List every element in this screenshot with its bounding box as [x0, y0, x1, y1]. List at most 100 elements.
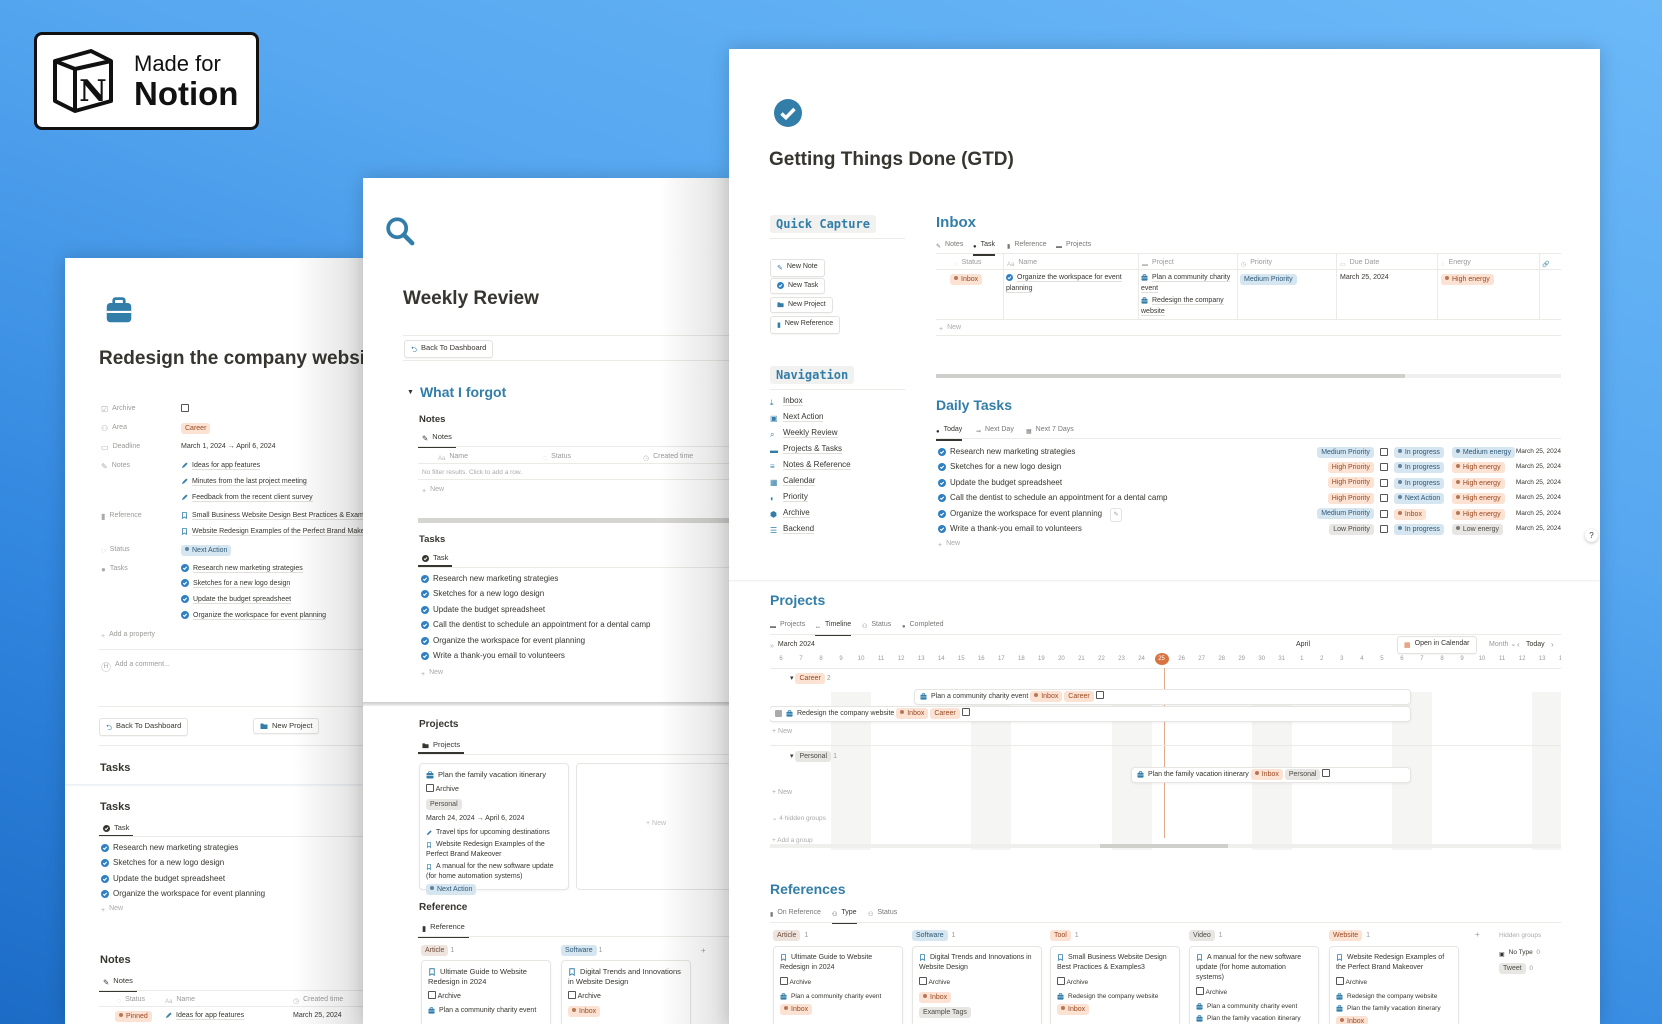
empty-state[interactable]: No filter results. Click to add a row.: [422, 467, 522, 479]
hidden-groups-toggle[interactable]: ⌄ 4 hidden groups: [772, 815, 826, 822]
nav-item[interactable]: ☰ Backend: [770, 523, 815, 537]
quick-capture-button[interactable]: ▮ New Reference: [770, 316, 841, 334]
checkbox[interactable]: [1196, 987, 1204, 995]
quick-capture-button[interactable]: New Project: [770, 297, 833, 313]
nav-item[interactable]: ▦ Calendar: [770, 475, 816, 489]
new-daily-button[interactable]: + New: [938, 538, 960, 552]
timeline-bar[interactable]: Redesign the company website Inbox Caree…: [770, 706, 1411, 722]
timeline-scale-select[interactable]: Month ⌄: [1489, 641, 1517, 648]
nav-item[interactable]: ⬢ Archive: [770, 507, 810, 521]
daily-task-row[interactable]: Update the budget spreadsheet: [938, 477, 1062, 489]
checkbox[interactable]: [961, 708, 970, 716]
hidden-group[interactable]: ▣ No Type 0: [1499, 947, 1540, 961]
tab-timeline[interactable]: ↔ Timeline: [815, 618, 852, 636]
daily-task-row[interactable]: Research new marketing strategies: [938, 446, 1075, 458]
help-button[interactable]: ?: [1585, 529, 1598, 542]
nav-item[interactable]: ◐ Priority: [770, 491, 808, 505]
nav-item[interactable]: ▬ Projects & Tasks: [770, 443, 842, 457]
nav-item[interactable]: ≡ Notes & Reference: [770, 459, 851, 473]
quick-capture-button[interactable]: ✎ New Note: [770, 259, 825, 277]
tab-notes[interactable]: ✎ Notes: [936, 238, 963, 254]
new-project-button[interactable]: + New: [772, 789, 793, 796]
checkbox[interactable]: [1322, 769, 1331, 777]
new-task-button[interactable]: + New: [421, 667, 443, 681]
open-in-calendar-button[interactable]: ▦ Open in Calendar: [1397, 636, 1477, 654]
horizontal-scrollbar[interactable]: [936, 374, 1561, 378]
add-group-button[interactable]: +: [1475, 930, 1480, 939]
task-row[interactable]: Call the dentist to schedule an appointm…: [421, 619, 650, 631]
nav-item[interactable]: ⌕ Weekly Review: [770, 427, 838, 441]
task-row[interactable]: Research new marketing strategies: [421, 573, 558, 585]
tab-task[interactable]: Task: [418, 551, 453, 567]
daily-task-row[interactable]: Organize the workspace for event plannin…: [938, 507, 1123, 522]
reference-item[interactable]: Website Redesign Examples of the Perfect…: [181, 526, 363, 538]
task-item[interactable]: Sketches for a new logo design: [181, 578, 291, 590]
checkbox[interactable]: [1057, 977, 1065, 985]
tab-notes[interactable]: ✎ Notes: [418, 430, 456, 448]
what-i-forgot-toggle[interactable]: ▼ What I forgot: [407, 383, 506, 402]
reference-card[interactable]: Ultimate Guide to Website Redesign in 20…: [421, 960, 551, 1024]
task-row[interactable]: Sketches for a new logo design: [421, 588, 544, 600]
task-item[interactable]: Research new marketing strategies: [181, 563, 303, 575]
task-row[interactable]: Research new marketing strategies: [101, 842, 238, 854]
note-item[interactable]: Minutes from the last project meeting: [181, 476, 307, 488]
reference-card[interactable]: Digital Trends and Innovations in Websit…: [912, 946, 1042, 1024]
horizontal-scrollbar[interactable]: [418, 518, 729, 523]
task-row[interactable]: Update the budget spreadsheet: [421, 604, 545, 616]
note-row[interactable]: Ideas for app features: [165, 1010, 245, 1022]
horizontal-scrollbar[interactable]: [770, 844, 1561, 848]
new-inbox-button[interactable]: + New: [939, 322, 961, 336]
tab-next-7-days[interactable]: ▦ Next 7 Days: [1026, 423, 1074, 439]
nav-item[interactable]: ⤓ Inbox: [770, 395, 803, 409]
checkbox[interactable]: [428, 991, 436, 999]
tab-projects[interactable]: Projects: [418, 738, 465, 754]
task-row[interactable]: Organize the workspace for event plannin…: [421, 635, 585, 647]
tab-task[interactable]: Task: [99, 821, 134, 837]
reference-card[interactable]: Ultimate Guide to Website Redesign in 20…: [773, 946, 903, 1024]
inbox-project[interactable]: Redesign the company website: [1141, 295, 1233, 317]
tab-status[interactable]: ⚇ Status: [868, 906, 897, 922]
drag-handle-icon[interactable]: [775, 710, 782, 717]
task-item[interactable]: Organize the workspace for event plannin…: [181, 610, 327, 622]
tab-type[interactable]: ⚇ Type: [832, 906, 857, 924]
comment-field[interactable]: H Add a comment...: [101, 659, 170, 672]
timeline-bar[interactable]: Plan the family vacation itinerary Inbox…: [1131, 767, 1411, 783]
tab-reference[interactable]: ▮ Reference: [1007, 238, 1047, 254]
new-project-button[interactable]: + New: [772, 728, 793, 735]
tab-next-day[interactable]: ⇛ Next Day: [976, 423, 1014, 439]
tab-notes[interactable]: ✎ Notes: [99, 974, 137, 992]
tab-status[interactable]: ⚇ Status: [862, 618, 891, 634]
checkbox[interactable]: [181, 404, 189, 412]
add-property-button[interactable]: + Add a property: [101, 629, 155, 643]
checkbox[interactable]: [1379, 478, 1388, 487]
daily-task-row[interactable]: Write a thank-you email to volunteers: [938, 523, 1082, 535]
note-item[interactable]: Feedback from the recent client survey: [181, 492, 313, 504]
checkbox[interactable]: [1379, 509, 1388, 518]
tab-completed[interactable]: ● Completed: [902, 618, 943, 634]
timeline-today-button[interactable]: Today: [1526, 639, 1545, 651]
daily-task-row[interactable]: Sketches for a new logo design: [938, 461, 1061, 473]
checkbox[interactable]: [1379, 525, 1388, 533]
project-card[interactable]: Plan the family vacation itinerary Archi…: [419, 763, 569, 895]
task-row[interactable]: Update the budget spreadsheet: [101, 873, 225, 885]
reference-card[interactable]: Small Business Website Design Best Pract…: [1050, 946, 1180, 1024]
edit-icon[interactable]: ✎: [1110, 507, 1123, 522]
tab-reference[interactable]: ▮ Reference: [418, 920, 469, 938]
checkbox[interactable]: [1379, 494, 1388, 503]
back-to-dashboard-button[interactable]: ⮌ Back To Dashboard: [99, 718, 189, 736]
task-row[interactable]: Organize the workspace for event plannin…: [101, 888, 265, 900]
checkbox[interactable]: [1379, 448, 1388, 456]
quick-capture-button[interactable]: New Task: [770, 278, 826, 294]
task-row[interactable]: Write a thank-you email to volunteers: [421, 650, 565, 662]
add-group-button[interactable]: + Add a group: [772, 837, 813, 844]
back-to-dashboard-button[interactable]: ⮌ Back To Dashboard: [404, 340, 494, 358]
inbox-name[interactable]: Organize the workspace for event plannin…: [1006, 272, 1134, 294]
inbox-project[interactable]: Plan a community charity event: [1141, 272, 1233, 294]
group-personal[interactable]: ▾ Personal 1: [790, 751, 837, 762]
reference-card[interactable]: A manual for the new software update (fo…: [1189, 946, 1319, 1024]
add-group-button[interactable]: +: [701, 946, 706, 955]
timeline-next-button[interactable]: ›: [1551, 640, 1554, 649]
checkbox[interactable]: [780, 977, 788, 985]
tab-on-reference[interactable]: ▮ On Reference: [770, 906, 821, 922]
checkbox[interactable]: [1095, 691, 1104, 699]
